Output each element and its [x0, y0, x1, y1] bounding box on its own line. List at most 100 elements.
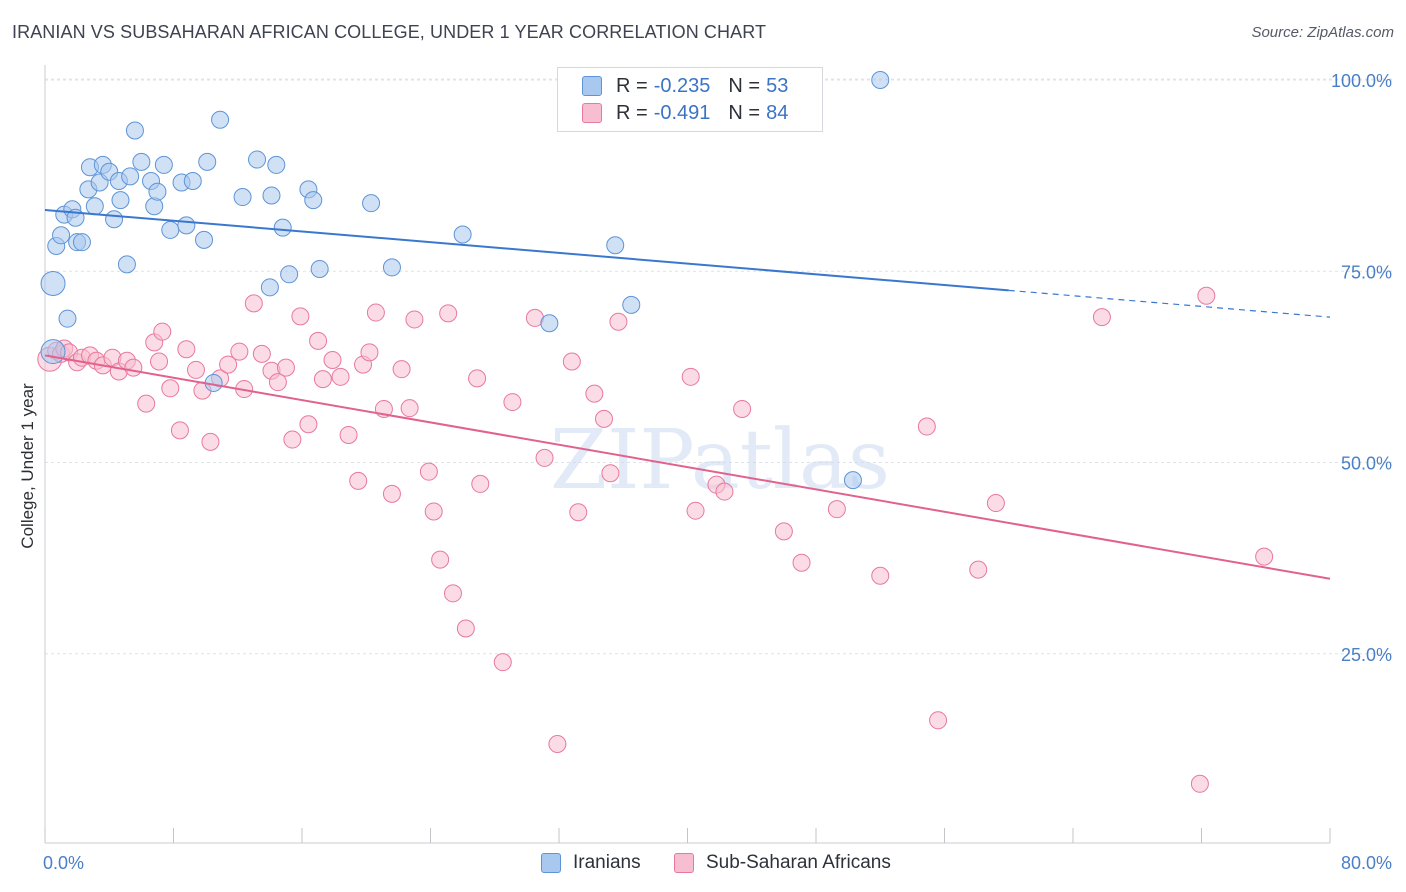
subsaharan-point — [283, 430, 302, 449]
subsaharan-point — [609, 312, 628, 331]
y-tick-label: 25.0% — [1341, 645, 1392, 665]
iranian-point — [148, 182, 167, 201]
subsaharan-point — [150, 352, 169, 371]
iranian-point — [161, 220, 180, 239]
iranian-point — [117, 255, 136, 274]
subsaharan-point — [1255, 547, 1274, 566]
subsaharan-point — [252, 344, 271, 363]
iranian-point — [40, 270, 66, 296]
subsaharan-point — [535, 448, 554, 467]
iranian-point — [262, 186, 281, 205]
legend-r-label: R = — [616, 74, 648, 97]
chart-title: IRANIAN VS SUBSAHARAN AFRICAN COLLEGE, U… — [12, 22, 767, 42]
series-legend: Iranians Sub-Saharan Africans — [0, 852, 1406, 878]
subsaharan-point — [331, 367, 350, 386]
subsaharan-point — [733, 399, 752, 418]
subsaharan-point — [230, 342, 249, 361]
iranian-point — [260, 278, 279, 297]
subsaharan-point — [405, 310, 424, 329]
subsaharan-point — [124, 358, 143, 377]
subsaharan-point — [349, 471, 368, 490]
iranian-point — [233, 188, 252, 207]
legend-row-subsaharan: R = -0.491 N = 84 — [582, 101, 788, 125]
iranian-point — [125, 121, 144, 140]
subsaharan-point — [562, 352, 581, 371]
iranian-point — [145, 197, 164, 216]
tick-labels: 25.0% 50.0% 75.0% 100.0% 0.0% 80.0% — [43, 71, 1392, 873]
legend-r-value: -0.235 — [653, 74, 711, 97]
legend-swatch-iranians — [582, 76, 602, 96]
iranian-point — [267, 155, 286, 174]
subsaharan-point — [366, 303, 385, 322]
iranian-point — [310, 259, 329, 278]
subsaharan-point — [360, 343, 379, 362]
y-tick-label: 100.0% — [1331, 71, 1392, 91]
legend-item-iranians: Iranians — [541, 852, 641, 874]
iranian-point — [362, 194, 381, 213]
grid-lines — [45, 78, 1392, 655]
subsaharan-point — [313, 370, 332, 389]
legend-r-value: -0.491 — [653, 101, 711, 124]
subsaharan-point — [161, 379, 180, 398]
subsaharan-point — [400, 399, 419, 418]
iranian-trend-line — [44, 209, 1009, 292]
subsaharan-point — [585, 384, 604, 403]
iranian-point — [198, 152, 217, 171]
subsaharan-point — [244, 294, 263, 313]
subsaharan-point — [268, 373, 287, 392]
subsaharan-point — [431, 550, 450, 569]
trend-lines — [44, 209, 1331, 580]
iranian-point — [121, 167, 140, 186]
iranian-point — [843, 471, 862, 490]
subsaharan-point — [419, 462, 438, 481]
legend-item-subsaharan: Sub-Saharan Africans — [674, 852, 891, 874]
iranian-point — [52, 226, 71, 245]
subsaharan-point — [493, 653, 512, 672]
axes — [44, 65, 1331, 844]
subsaharan-point — [1092, 308, 1111, 327]
iranian-point — [211, 110, 230, 129]
iranian-point — [304, 191, 323, 210]
iranian-point — [132, 152, 151, 171]
subsaharan-point — [774, 522, 793, 541]
subsaharan-point — [468, 369, 487, 388]
iranian-point — [248, 150, 267, 169]
subsaharan-point — [827, 500, 846, 519]
iranian-point — [183, 171, 202, 190]
subsaharan-point — [471, 474, 490, 493]
iranian-point — [382, 258, 401, 277]
subsaharan-point — [170, 421, 189, 440]
subsaharan-point — [569, 503, 588, 522]
subsaharan-trend-line — [44, 354, 1331, 580]
x-tick-label: 0.0% — [43, 853, 84, 873]
subsaharan-point — [219, 355, 238, 374]
subsaharan-point — [276, 358, 295, 377]
legend-n-label: N = — [728, 101, 761, 124]
subsaharan-point — [548, 735, 567, 754]
legend-label-iranians: Iranians — [573, 852, 641, 873]
iranian-point — [40, 339, 66, 365]
subsaharan-point — [392, 360, 411, 379]
legend-n-label: N = — [728, 74, 761, 97]
subsaharan-point — [601, 464, 620, 483]
subsaharan-point — [986, 494, 1005, 513]
subsaharan-point — [929, 711, 948, 730]
iranian-point — [111, 191, 130, 210]
source-label: Source: ZipAtlas.com — [1251, 24, 1394, 41]
iranian-point — [273, 218, 292, 237]
legend-swatch-subsaharan — [674, 853, 694, 873]
subsaharan-point — [969, 560, 988, 579]
iranian-point — [280, 265, 299, 284]
iranian-trend-extension — [1008, 289, 1331, 318]
subsaharan-point — [594, 409, 613, 428]
legend-n-value: 84 — [766, 101, 789, 124]
iranian-point — [195, 230, 214, 249]
subsaharan-point — [339, 425, 358, 444]
iranian-point — [177, 216, 196, 235]
subsaharan-point — [871, 566, 890, 585]
subsaharan-point — [686, 501, 705, 520]
subsaharan-point — [715, 482, 734, 501]
legend-r-label: R = — [616, 101, 648, 124]
legend-row-iranians: R = -0.235 N = 53 — [582, 74, 788, 98]
